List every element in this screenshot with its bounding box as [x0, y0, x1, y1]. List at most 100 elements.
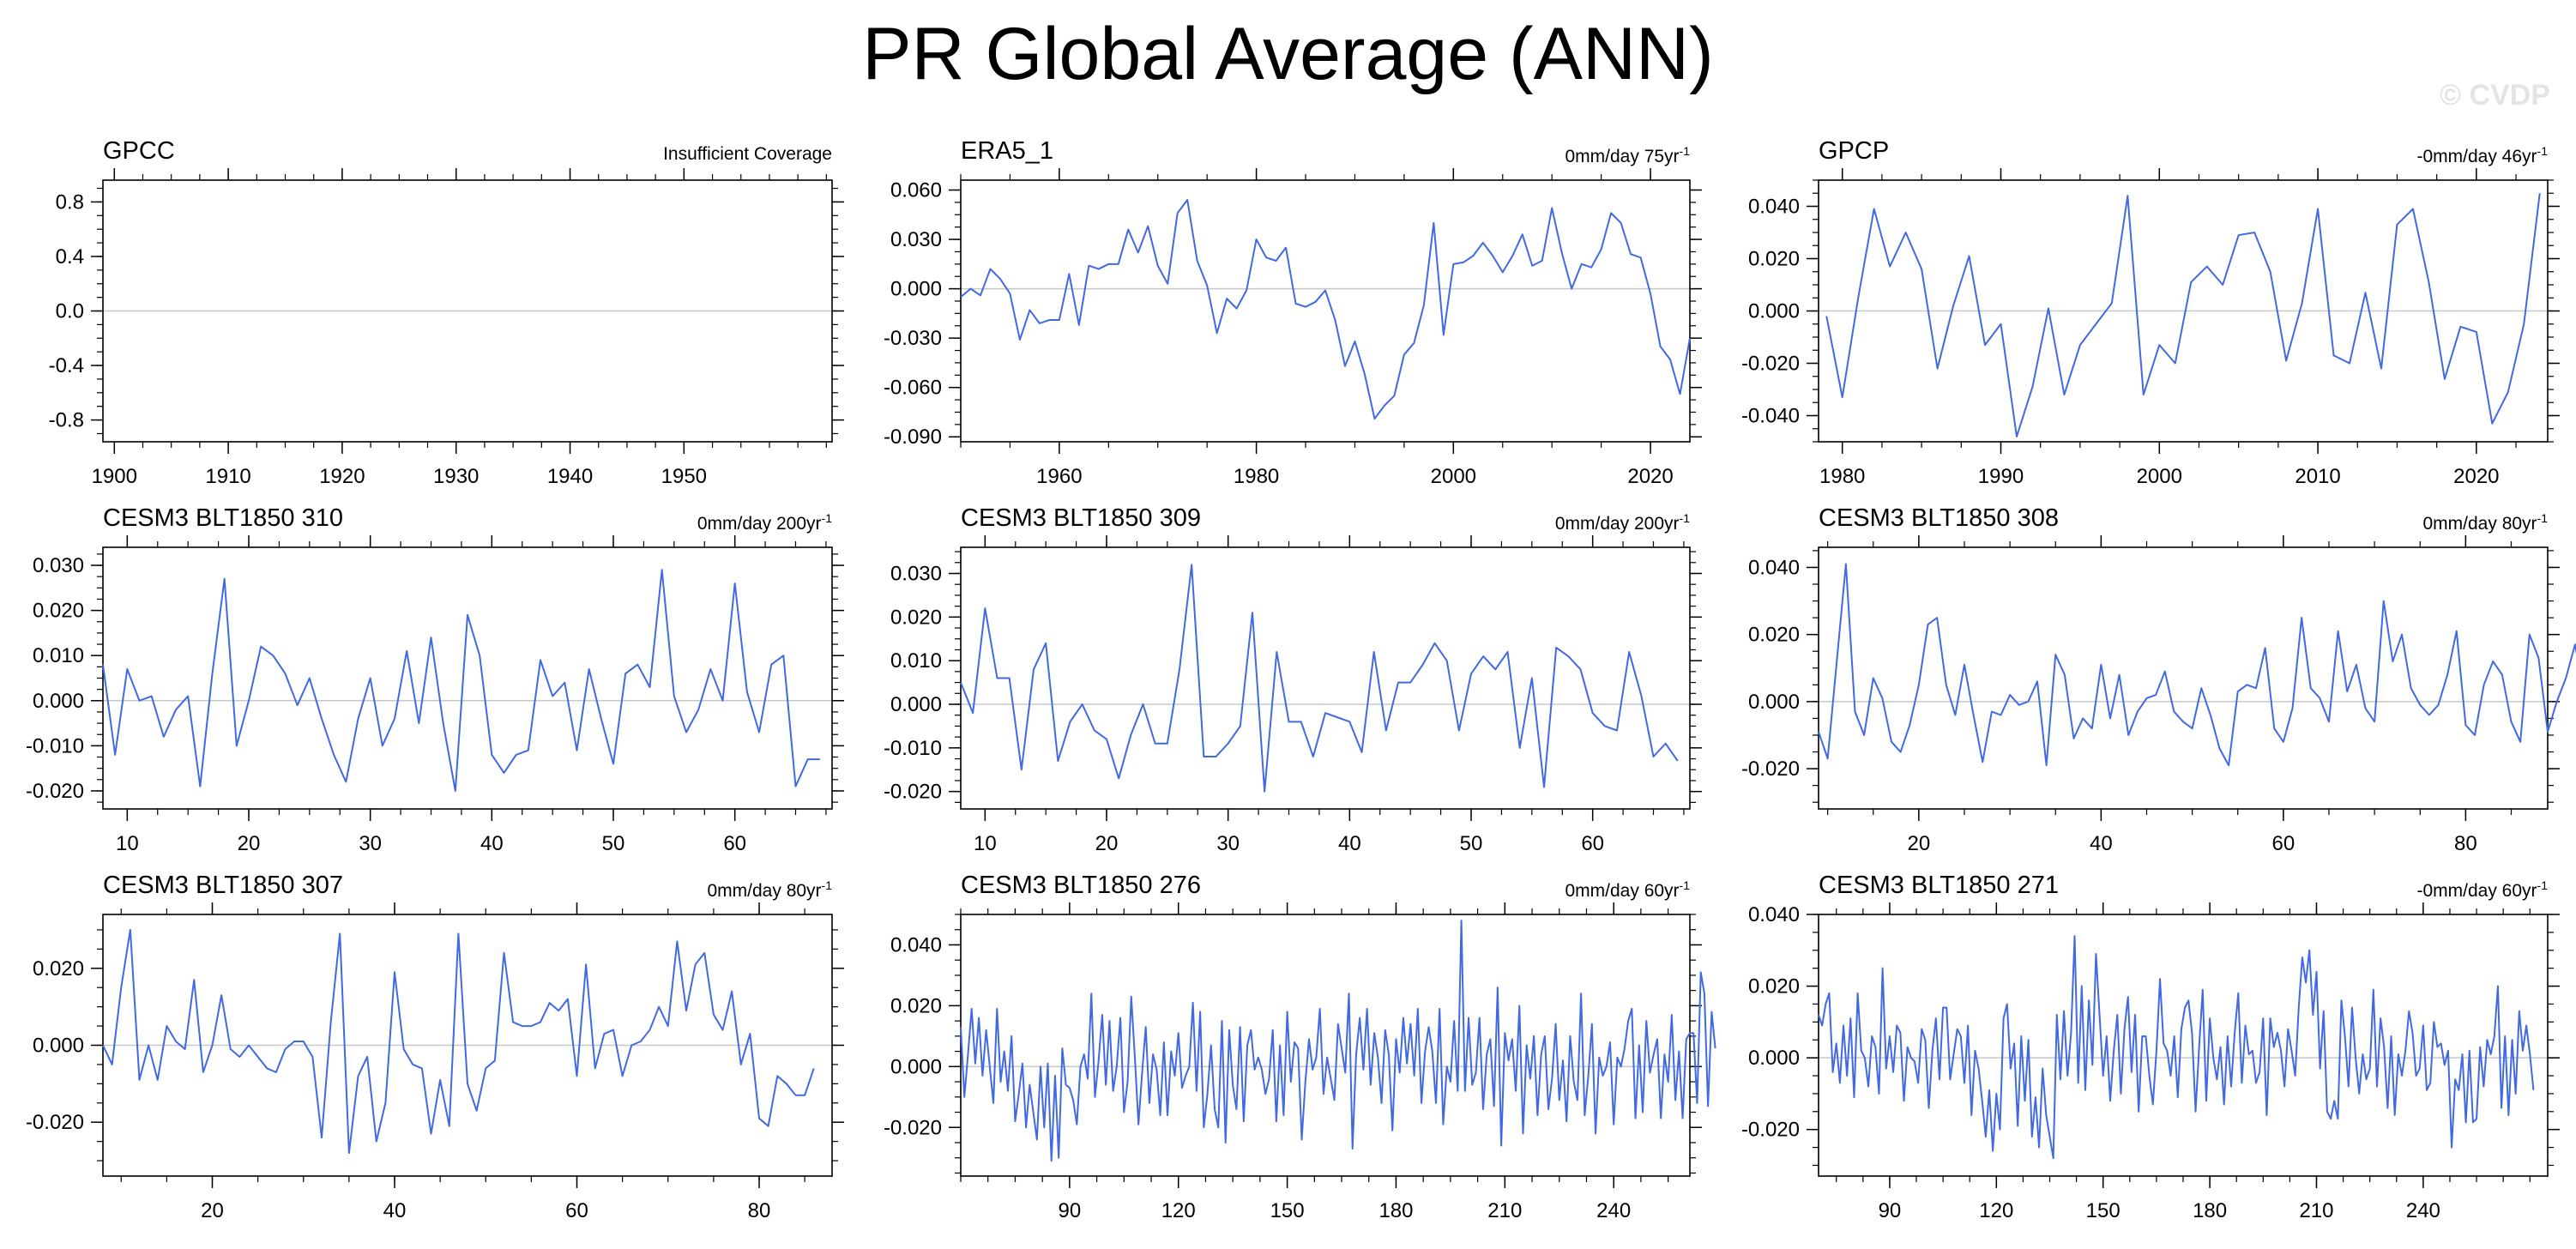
x-tick-label: 1900	[92, 465, 137, 488]
panel-title: CESM3 BLT1850 307	[103, 872, 343, 899]
panel-cesm3-309: CESM3 BLT1850 309 0mm/day 200yr-1 0.030 0.0…	[858, 496, 1702, 873]
panel-cesm3-307: CESM3 BLT1850 307 0mm/day 80yr-1 0.020 0.00…	[0, 863, 844, 1240]
panel-info-exponent: -1	[2537, 878, 2548, 892]
panel-era5: ERA5_1 0mm/day 75yr-1 0.060 0.030 0.000 -0.03…	[858, 129, 1702, 506]
y-tick-label: 0.030	[33, 554, 84, 577]
chart-svg: 0.060 0.030 0.000 -0.030 -0.060 -0.090 1960 198…	[884, 168, 1702, 488]
y-tick-label: 0.040	[1748, 556, 1800, 579]
x-tick-label: 180	[1378, 1199, 1413, 1222]
y-tick-label: -0.020	[1741, 353, 1800, 376]
page-title: PR Global Average (ANN)	[862, 13, 1714, 95]
x-tick-label: 210	[1487, 1199, 1522, 1222]
y-tick-label: -0.010	[884, 737, 942, 760]
y-tick-label: 0.010	[890, 649, 942, 673]
panel-title: CESM3 BLT1850 309	[961, 504, 1201, 532]
x-tick-label: 1930	[433, 465, 479, 488]
panel-cesm3-310: CESM3 BLT1850 310 0mm/day 200yr-1 0.030 0.0…	[0, 496, 844, 873]
panel-info-exponent: -1	[821, 878, 832, 892]
x-tick-label: 60	[1581, 832, 1604, 855]
y-tick-label: 0.020	[1748, 624, 1800, 647]
x-tick-label: 40	[1338, 832, 1361, 855]
plot-frame	[960, 546, 1691, 810]
y-tick-label: -0.020	[1741, 1119, 1800, 1142]
x-tick-label: 50	[602, 832, 625, 855]
x-tick-label: 40	[480, 832, 504, 855]
series-line	[960, 920, 1716, 1162]
y-tick-label: 0.040	[1748, 196, 1800, 219]
x-tick-label: 30	[1216, 832, 1240, 855]
plot-frame	[960, 914, 1691, 1177]
x-tick-label: 240	[1596, 1199, 1631, 1222]
y-tick-label: 0.000	[1748, 1047, 1800, 1070]
y-tick-label: -0.040	[1741, 405, 1800, 428]
panel-info: -0mm/day 46yr-1	[2417, 144, 2549, 167]
y-tick-label: -0.020	[884, 1116, 942, 1139]
panel-title: ERA5_1	[961, 137, 1054, 165]
panel-title: CESM3 BLT1850 276	[961, 872, 1201, 899]
x-tick-label: 1940	[547, 465, 593, 488]
y-tick-label: 0.030	[890, 563, 942, 586]
x-tick-label: 150	[2086, 1199, 2121, 1222]
x-tick-label: 120	[1161, 1199, 1196, 1222]
series-line	[102, 928, 815, 1155]
y-tick-label: -0.020	[884, 781, 942, 804]
y-tick-label: -0.060	[884, 377, 942, 400]
y-tick-label: 0.8	[56, 190, 84, 214]
panel-title: CESM3 BLT1850 308	[1819, 504, 2059, 532]
x-tick-label: 120	[1979, 1199, 2013, 1222]
y-tick-label: 0.000	[33, 690, 84, 713]
x-tick-label: 10	[974, 832, 997, 855]
y-tick-label: 0.0	[56, 300, 84, 323]
chart-svg: 0.020 0.000 -0.020 20 40 60 80	[26, 902, 844, 1222]
x-tick-label: 1920	[319, 465, 365, 488]
chart-svg: 0.040 0.020 0.000 -0.020 90 120 150 180 210 240	[884, 902, 1716, 1222]
x-tick-label: 90	[1879, 1199, 1902, 1222]
y-tick-label: -0.020	[26, 780, 84, 803]
chart-svg: 0.030 0.020 0.010 0.000 -0.010 -0.020 10 20 30 40…	[26, 535, 844, 855]
x-tick-label: 1950	[661, 465, 707, 488]
series-line	[1818, 563, 2576, 767]
panel-info-exponent: -1	[1679, 144, 1690, 158]
series-line	[960, 564, 1679, 793]
y-tick-label: 0.020	[33, 600, 84, 623]
panel-info-text: 0mm/day 200yr	[697, 514, 822, 534]
y-tick-label: 0.020	[890, 606, 942, 629]
series-line	[102, 569, 820, 792]
chart-svg: 0.040 0.020 0.000 -0.020 90 120 150 180 210 240	[1741, 902, 2560, 1222]
panel-info: 0mm/day 80yr-1	[708, 878, 833, 902]
x-tick-label: 20	[1095, 832, 1119, 855]
y-tick-label: -0.020	[26, 1111, 84, 1134]
x-tick-label: 30	[359, 832, 382, 855]
chart-svg: 0.030 0.020 0.010 0.000 -0.010 -0.020 10 20 30 40…	[884, 535, 1702, 855]
y-tick-label: -0.090	[884, 425, 942, 449]
series-line	[960, 199, 1691, 420]
x-tick-label: 60	[2272, 832, 2295, 855]
x-tick-label: 180	[2193, 1199, 2227, 1222]
y-tick-label: 0.000	[1748, 300, 1800, 323]
panel-info-text: 0mm/day 60yr	[1565, 881, 1680, 901]
y-tick-label: 0.020	[1748, 248, 1800, 271]
x-tick-label: 20	[201, 1199, 224, 1222]
x-tick-label: 90	[1059, 1199, 1082, 1222]
y-tick-label: 0.000	[890, 278, 942, 301]
x-tick-label: 2010	[2295, 465, 2340, 488]
y-tick-label: -0.4	[49, 354, 84, 377]
panel-cesm3-276: CESM3 BLT1850 276 0mm/day 60yr-1 0.040 0.02…	[858, 863, 1716, 1240]
y-tick-label: -0.010	[26, 734, 84, 757]
panel-gpcc: GPCC Insufficient Coverage 0.8 0.4 0.0 -0.4 -0…	[0, 129, 844, 506]
x-tick-label: 2000	[1431, 465, 1476, 488]
x-tick-label: 210	[2299, 1199, 2333, 1222]
y-tick-label: 0.000	[890, 1055, 942, 1078]
x-tick-label: 60	[723, 832, 746, 855]
panel-info-text: 0mm/day 80yr	[707, 881, 822, 901]
panel-info-text: 0mm/day 200yr	[1554, 514, 1680, 534]
panel-info-exponent: -1	[2537, 144, 2548, 158]
y-tick-label: 0.040	[1748, 903, 1800, 926]
panel-cesm3-271: CESM3 BLT1850 271 -0mm/day 60yr-1 0.040 0.0…	[1716, 863, 2560, 1240]
panel-title: GPCC	[103, 137, 175, 165]
x-tick-label: 240	[2406, 1199, 2440, 1222]
panel-info-text: 0mm/day 75yr	[1565, 147, 1680, 166]
plot-frame	[1818, 546, 2549, 810]
x-tick-label: 20	[238, 832, 261, 855]
y-tick-label: -0.8	[49, 409, 84, 432]
